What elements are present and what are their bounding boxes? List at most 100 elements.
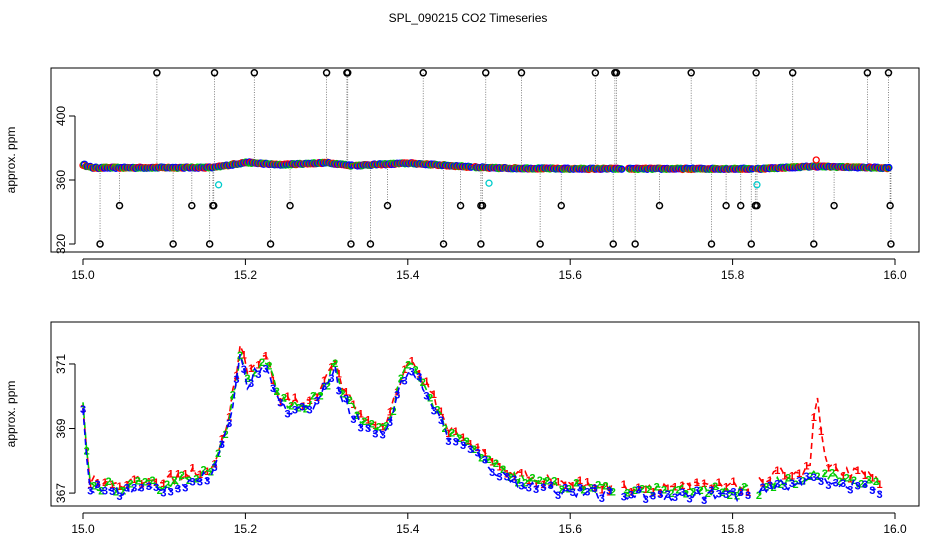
bottom-series-2-marker: 2	[522, 477, 528, 489]
bottom-series-2-marker: 2	[727, 490, 733, 502]
top-flagged-point	[485, 179, 493, 187]
bottom-series-1-marker: 1	[584, 477, 590, 489]
bottom-x-tick-label: 15.0	[71, 522, 95, 536]
bottom-series-3-marker: 3	[343, 393, 349, 405]
bottom-series-3-marker: 3	[204, 476, 210, 488]
bottom-series-3-marker: 3	[877, 489, 883, 501]
bottom-series-3-marker: 3	[570, 487, 576, 499]
bottom-series-1-marker: 1	[716, 477, 722, 489]
bottom-series-2-marker: 2	[610, 486, 616, 498]
bottom-series-3-marker: 3	[109, 486, 115, 498]
bottom-series-1-marker: 1	[774, 465, 780, 477]
bottom-series-2-marker: 2	[734, 490, 740, 502]
bottom-series-2-marker: 2	[785, 473, 791, 485]
bottom-series-3-marker: 3	[131, 483, 137, 495]
bottom-series-2-marker: 2	[829, 467, 835, 479]
bottom-series-2-marker: 2	[668, 488, 674, 500]
top-flagged-point	[753, 181, 761, 189]
bottom-series-3-marker: 3	[423, 391, 429, 403]
bottom-series-1-marker: 1	[803, 461, 809, 473]
bottom-series-3-marker: 3	[292, 405, 298, 417]
top-outlier-point-high	[210, 69, 219, 77]
top-outlier-point-low	[631, 240, 639, 248]
top-y-tick-label: 400	[54, 106, 68, 126]
bottom-series-3-marker: 3	[365, 423, 371, 435]
bottom-y-tick-label: 367	[54, 483, 68, 503]
bottom-series-2-marker: 2	[654, 481, 660, 493]
bottom-series-2-marker: 2	[288, 401, 294, 413]
bottom-series-2-marker: 2	[624, 488, 630, 500]
bottom-series-3-marker: 3	[599, 493, 605, 505]
bottom-series-2-marker: 2	[595, 479, 601, 491]
bottom-series-3-marker: 3	[803, 471, 809, 483]
bottom-series-2-marker: 2	[427, 393, 433, 405]
bottom-series-1-marker: 1	[365, 415, 371, 427]
bottom-series-1-marker: 1	[621, 479, 627, 491]
bottom-series-2-marker: 2	[551, 475, 557, 487]
bottom-series-1-marker: 1	[285, 391, 291, 403]
bottom-series-2-marker: 2	[296, 403, 302, 415]
bottom-series-2-marker: 2	[493, 458, 499, 470]
bottom-panel-axes: 15.0 15.2 15.4 15.6 15.8 16.0 367 369 371	[54, 354, 907, 536]
bottom-series-3-marker: 3	[628, 490, 634, 502]
bottom-series-3-marker: 3	[350, 414, 356, 426]
top-panel-axes: 15.0 15.2 15.4 15.6 15.8 16.0 320 360 400	[54, 106, 907, 282]
bottom-series-3-marker: 3	[285, 408, 291, 420]
top-outlier-point-mid	[286, 201, 294, 210]
top-outlier-point-low	[707, 240, 716, 248]
top-outlier-point-low	[477, 240, 485, 248]
bottom-series-3-marker: 3	[716, 489, 722, 501]
bottom-series-2-marker: 2	[179, 470, 185, 482]
bottom-series-3-marker: 3	[190, 477, 196, 489]
top-outlier-point-high	[687, 69, 695, 77]
bottom-series-3-marker: 3	[723, 489, 729, 501]
top-outlier-point-low	[96, 240, 104, 248]
bottom-series-3-marker: 3	[233, 374, 239, 386]
bottom-series-3-marker: 3	[321, 381, 327, 393]
bottom-series-1-marker: 1	[87, 479, 93, 491]
bottom-series-1-marker: 1	[511, 471, 517, 483]
bottom-y-tick-label: 371	[54, 354, 68, 374]
bottom-series-1-marker: 1	[496, 461, 502, 473]
top-outlier-point-mid	[557, 201, 566, 210]
bottom-series-1-marker: 1	[687, 481, 693, 493]
bottom-series-2-marker: 2	[756, 490, 762, 502]
top-outlier-point-high	[863, 69, 872, 77]
bottom-series-2-marker: 2	[252, 367, 258, 379]
bottom-series-2-marker: 2	[405, 359, 411, 371]
top-series-3-point	[885, 163, 893, 172]
bottom-series-1-marker: 1	[518, 467, 524, 479]
bottom-series-1-marker: 1	[102, 477, 108, 489]
bottom-series-1-marker: 1	[292, 392, 298, 404]
bottom-series-2-marker: 2	[325, 380, 331, 392]
top-outlier-point-high	[788, 69, 797, 77]
bottom-series-3-marker: 3	[789, 478, 795, 490]
bottom-series-1-marker: 1	[862, 470, 868, 482]
bottom-series-3-marker: 3	[496, 471, 502, 483]
bottom-series-1-marker: 1	[708, 483, 714, 495]
bottom-series-1-marker: 1	[760, 477, 766, 489]
bottom-series-2-marker: 2	[602, 480, 608, 492]
bottom-series-1-marker: 1	[270, 375, 276, 387]
bottom-series-2-marker: 2	[442, 423, 448, 435]
top-panel: 15.0 15.2 15.4 15.6 15.8 16.0 320 360 400 approx…	[4, 67, 920, 282]
bottom-series-3-marker: 3	[504, 471, 510, 483]
bottom-series-2-marker: 2	[106, 476, 112, 488]
bottom-series-1-marker: 1	[548, 477, 554, 489]
bottom-series-2-marker: 2	[376, 421, 382, 433]
top-series-1-point	[812, 156, 820, 164]
bottom-series-2-marker: 2	[164, 479, 170, 491]
top-outlier-point-high	[482, 69, 490, 77]
bottom-series-3-marker: 3	[87, 486, 93, 498]
top-outlier-point-low	[205, 240, 214, 248]
bottom-series-1-marker: 1	[665, 483, 671, 495]
bottom-series-2-marker: 2	[676, 484, 682, 496]
bottom-series-3-marker: 3	[226, 418, 232, 430]
top-outlier-point-low	[747, 240, 756, 248]
bottom-series-3-marker: 3	[336, 385, 342, 397]
bottom-x-tick-label: 15.8	[721, 522, 745, 536]
bottom-series-3-marker: 3	[577, 482, 583, 494]
bottom-series-2-marker: 2	[537, 475, 543, 487]
